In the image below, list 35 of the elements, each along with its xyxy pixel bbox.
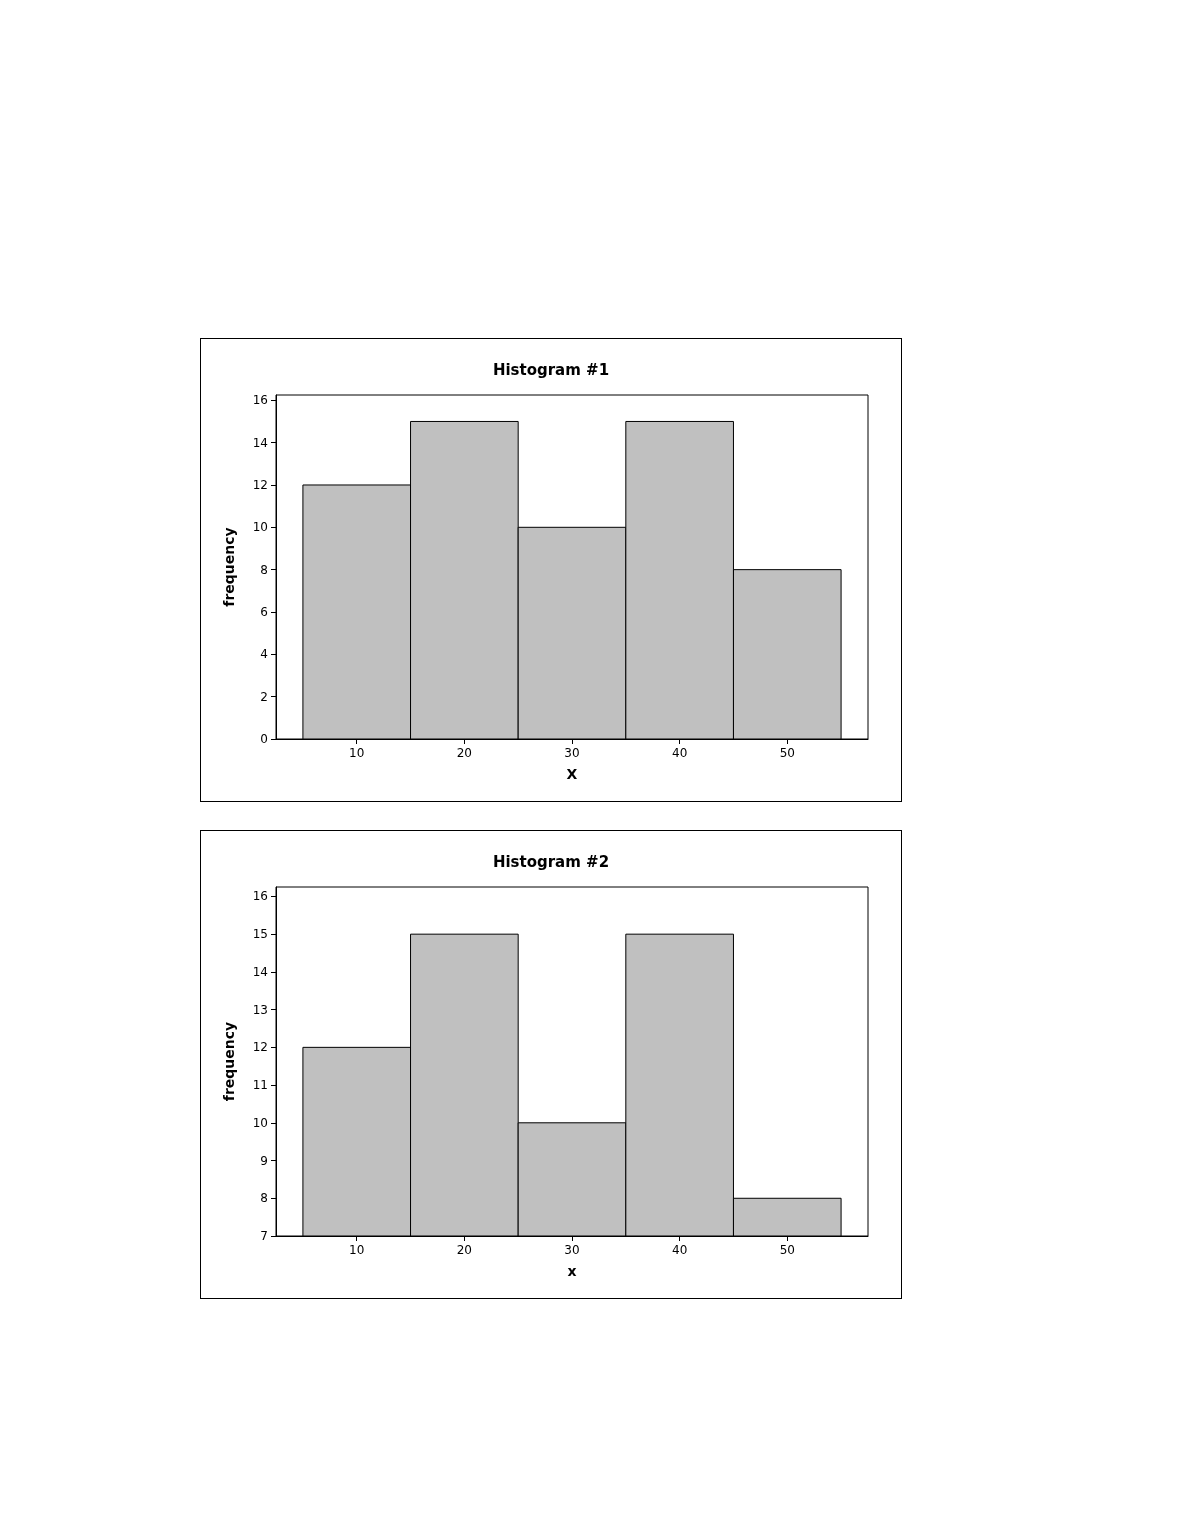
x-tick-label: 30 <box>564 746 580 760</box>
x-tick-label: 30 <box>564 1243 580 1257</box>
chart-title: Histogram #2 <box>492 852 610 871</box>
y-tick-label: 13 <box>252 1002 268 1017</box>
x-tick-label: 20 <box>456 1243 472 1257</box>
y-tick-label: 10 <box>252 520 268 535</box>
y-tick-label: 9 <box>260 1153 268 1168</box>
y-tick-label: 16 <box>252 889 268 904</box>
x-tick-label: 40 <box>672 1243 688 1257</box>
x-axis-title: x <box>567 1263 577 1279</box>
y-tick-label: 8 <box>260 1191 268 1206</box>
y-tick-label: 16 <box>252 393 268 408</box>
y-tick-label: 12 <box>252 1040 268 1055</box>
y-tick-label: 12 <box>252 477 268 492</box>
x-tick-label: 50 <box>779 746 795 760</box>
y-tick-label: 15 <box>252 927 268 942</box>
x-tick-label: 10 <box>349 1243 365 1257</box>
y-tick-label: 10 <box>252 1115 268 1130</box>
chart-title: Histogram #1 <box>492 360 610 379</box>
y-tick-label: 4 <box>260 647 268 662</box>
y-axis-title: frequency <box>221 1021 237 1102</box>
y-tick-label: 7 <box>260 1229 268 1243</box>
y-tick-label: 6 <box>260 604 268 619</box>
x-tick-label: 20 <box>456 746 472 760</box>
x-tick-label: 10 <box>349 746 365 760</box>
x-axis-title: X <box>566 766 578 782</box>
x-tick-label: 40 <box>672 746 688 760</box>
y-axis-title: frequency <box>221 527 237 607</box>
y-tick-label: 11 <box>252 1078 268 1093</box>
x-tick-label: 50 <box>779 1243 795 1257</box>
y-tick-label: 8 <box>260 562 268 577</box>
y-tick-label: 14 <box>252 964 268 979</box>
y-tick-label: 14 <box>252 435 268 450</box>
y-tick-label: 2 <box>260 689 268 704</box>
y-tick-label: 0 <box>260 732 268 746</box>
